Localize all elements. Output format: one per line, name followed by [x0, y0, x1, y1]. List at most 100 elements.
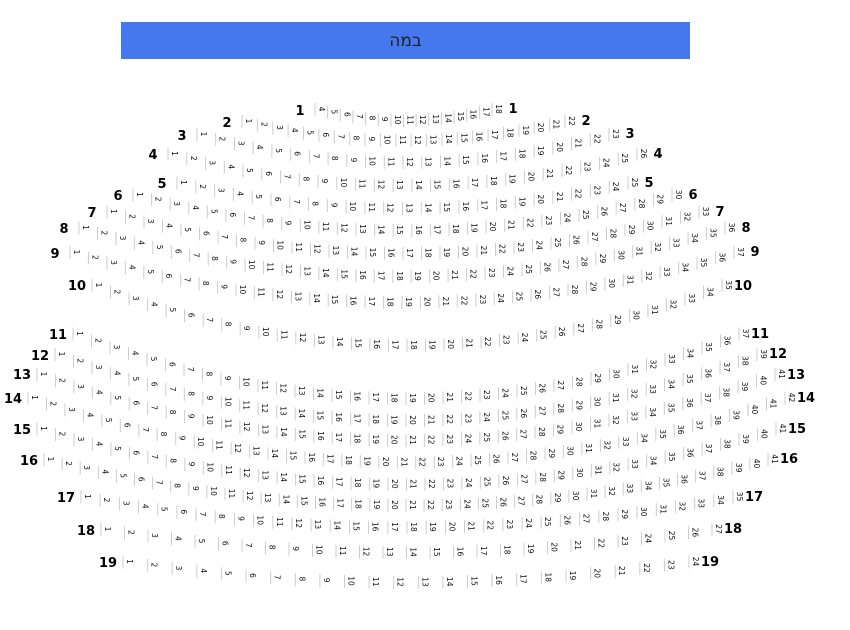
seat[interactable]: 1 [91, 279, 103, 292]
seat[interactable]: 35 [706, 226, 718, 240]
seat[interactable]: 17 [331, 431, 343, 445]
seat[interactable]: 23 [433, 455, 445, 469]
seat[interactable]: 15 [365, 246, 377, 260]
seat[interactable]: 12 [291, 517, 303, 531]
seat[interactable]: 15 [350, 337, 362, 351]
seat[interactable]: 20 [590, 567, 602, 581]
seat[interactable]: 6 [199, 227, 211, 241]
seat[interactable]: 8 [308, 197, 320, 211]
seat[interactable]: 5 [206, 205, 218, 219]
seat[interactable]: 5 [152, 241, 164, 255]
seat[interactable]: 3 [79, 461, 91, 475]
seat[interactable]: 18 [491, 103, 503, 116]
seat[interactable]: 3 [234, 137, 246, 151]
seat[interactable]: 13 [260, 491, 272, 505]
seat[interactable]: 10 [244, 258, 256, 272]
seat[interactable]: 30 [571, 420, 583, 434]
seat[interactable]: 20 [424, 391, 436, 405]
seat[interactable]: 6 [218, 537, 230, 551]
seat[interactable]: 5 [157, 503, 169, 517]
seat[interactable]: 37 [692, 419, 704, 433]
seat[interactable]: 19 [410, 270, 422, 283]
seat[interactable]: 1 [100, 523, 112, 536]
seat[interactable]: 31 [608, 391, 620, 405]
seat[interactable]: 9 [202, 391, 214, 405]
seat[interactable]: 19 [405, 392, 417, 405]
seat[interactable]: 3 [106, 256, 118, 270]
seat[interactable]: 18 [341, 454, 353, 468]
seat[interactable]: 7 [147, 450, 159, 464]
seat[interactable]: 2 [110, 285, 122, 299]
seat[interactable]: 19 [518, 124, 530, 138]
seat[interactable]: 7 [152, 476, 164, 490]
seat[interactable]: 23 [479, 388, 491, 402]
seat[interactable]: 20 [523, 170, 535, 184]
seat[interactable]: 15 [331, 388, 343, 402]
seat[interactable]: 7 [165, 383, 177, 397]
seat[interactable]: 21 [396, 456, 408, 469]
seat[interactable]: 12 [415, 113, 427, 127]
seat[interactable]: 1 [80, 490, 92, 504]
seat[interactable]: 10 [202, 461, 214, 475]
seat[interactable]: 19 [533, 144, 545, 158]
seat[interactable]: 22 [423, 433, 435, 447]
seat[interactable]: 5 [303, 126, 315, 140]
seat[interactable]: 39 [737, 380, 749, 394]
seat[interactable]: 13 [313, 333, 325, 347]
seat[interactable]: 5 [180, 223, 192, 237]
seat[interactable]: 6 [161, 269, 173, 283]
seat[interactable]: 24 [461, 476, 473, 490]
seat[interactable]: 7 [195, 508, 207, 522]
seat[interactable]: 25 [540, 515, 552, 529]
seat[interactable]: 30 [562, 444, 574, 458]
seat[interactable]: 14 [440, 155, 452, 169]
seat[interactable]: 23 [442, 433, 454, 447]
seat[interactable]: 13 [310, 518, 322, 532]
seat[interactable]: 8 [294, 572, 306, 586]
seat[interactable]: 2 [55, 427, 67, 441]
seat[interactable]: 26 [539, 261, 551, 275]
seat[interactable]: 15 [467, 575, 479, 588]
seat[interactable]: 7 [147, 401, 159, 415]
seat[interactable]: 16 [411, 224, 423, 237]
seat[interactable]: 26 [516, 407, 528, 421]
seat[interactable]: 3 [91, 361, 103, 375]
seat[interactable]: 9 [319, 574, 331, 588]
seat[interactable]: 1 [36, 368, 48, 381]
seat[interactable]: 30 [572, 466, 584, 480]
seat[interactable]: 25 [477, 497, 489, 511]
seat[interactable]: 23 [484, 266, 496, 280]
seat[interactable]: 6 [134, 473, 146, 487]
seat[interactable]: 34 [687, 232, 699, 245]
seat[interactable]: 25 [664, 529, 676, 543]
seat[interactable]: 8 [214, 510, 226, 524]
seat[interactable]: 11 [368, 575, 380, 589]
seat[interactable]: 20 [378, 455, 390, 469]
seat[interactable]: 42 [784, 391, 796, 405]
seat[interactable]: 17 [429, 223, 441, 237]
seat[interactable]: 5 [110, 391, 122, 405]
seat[interactable]: 21 [438, 295, 450, 309]
seat[interactable]: 7 [308, 150, 320, 164]
seat[interactable]: 18 [496, 197, 508, 211]
seat[interactable]: 23 [589, 184, 601, 198]
seat[interactable]: 3 [73, 433, 85, 446]
seat[interactable]: 2 [55, 374, 67, 388]
seat[interactable]: 40 [749, 457, 761, 471]
seat[interactable]: 30 [568, 489, 580, 503]
seat[interactable]: 7 [270, 571, 282, 585]
seat[interactable]: 21 [549, 118, 561, 132]
seat[interactable]: 13 [290, 290, 302, 304]
seat[interactable]: 13 [276, 405, 288, 418]
seat[interactable]: 15 [456, 131, 468, 145]
seat[interactable]: 12 [239, 466, 251, 480]
seat[interactable]: 1 [196, 128, 208, 141]
seat[interactable]: 14 [267, 447, 279, 461]
seat[interactable]: 11 [291, 241, 303, 255]
seat[interactable]: 17 [387, 520, 399, 534]
seat[interactable]: 30 [609, 367, 621, 381]
seat[interactable]: 12 [257, 402, 269, 416]
seat[interactable]: 2 [73, 354, 85, 368]
seat[interactable]: 36 [720, 334, 732, 348]
seat[interactable]: 36 [683, 446, 695, 460]
